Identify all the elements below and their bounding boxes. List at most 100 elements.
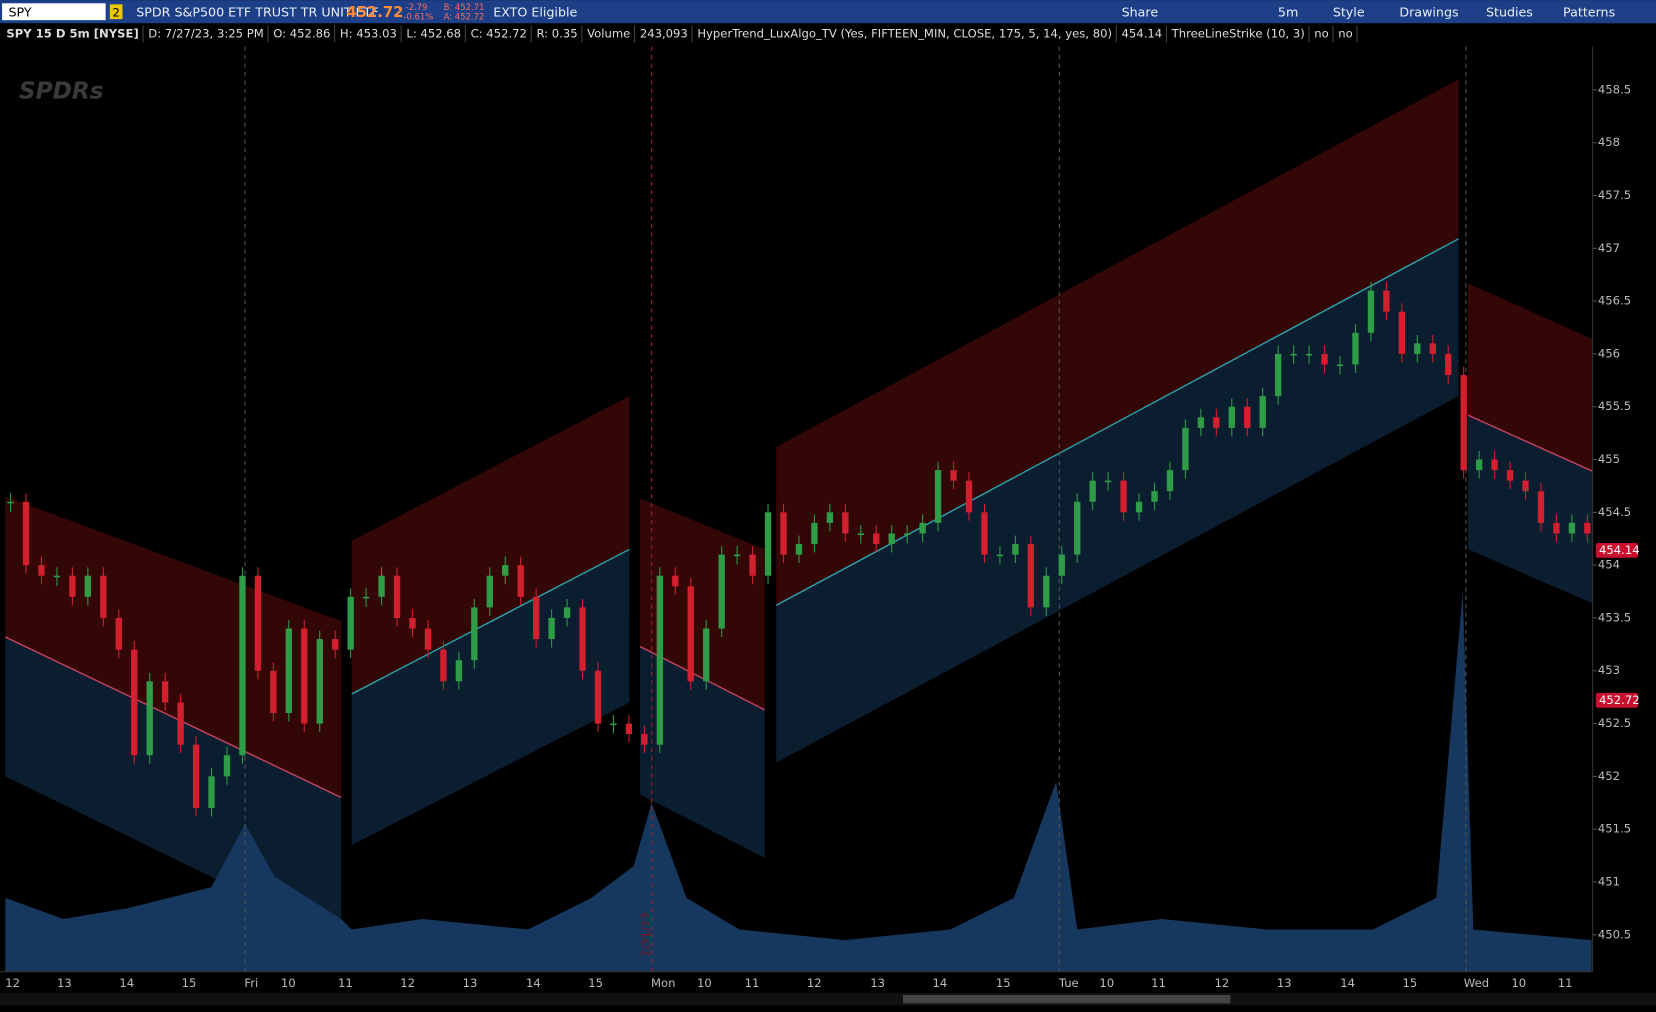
y-tick-label: 454 [1598,558,1620,572]
info-high: H: 453.03 [340,26,397,40]
candle [1568,522,1576,534]
candle [115,617,122,650]
x-tick-label: 14 [119,976,134,990]
candle [1182,427,1189,471]
candle [919,522,926,534]
x-tick-label: Tue [1058,976,1079,990]
candle [687,586,694,682]
candle [934,470,942,523]
candle [301,628,308,724]
y-tick-label: 458.5 [1598,82,1631,96]
candle [393,575,401,618]
price-tag [1595,692,1639,708]
y-tick-label: 457.5 [1598,188,1631,202]
y-tick-label: 456 [1598,346,1620,360]
x-tick-label: Fri [244,976,258,990]
candle [1414,343,1421,354]
candle [1043,575,1050,608]
candle [718,554,725,629]
toolbar-button[interactable]: Style [1333,4,1365,19]
candle [362,596,370,599]
x-tick-label: 14 [1340,976,1355,990]
x-tick-label: 15 [588,976,603,990]
candle [795,544,803,555]
candle [1027,544,1035,608]
y-tick-label: 453.5 [1598,610,1631,624]
candle [1166,470,1174,492]
candle [1367,290,1375,333]
x-tick-label: 15 [996,976,1011,990]
info-range: R: 0.35 [536,26,577,40]
candle [625,723,633,735]
price-tag-label: 454.14 [1599,543,1640,557]
y-tick-label: 452 [1598,769,1620,783]
candle [733,554,741,557]
toolbar-button[interactable]: 5m [1278,4,1298,19]
candle [254,575,262,671]
y-tick-label: 457 [1598,241,1620,255]
x-tick-label: 15 [1403,976,1418,990]
candle [1244,406,1251,428]
candle [1336,364,1344,367]
info-study2: ThreeLineStrike (10, 3) [1171,26,1305,40]
x-tick-label: 11 [338,976,353,990]
candle [548,617,555,640]
candle [84,575,92,597]
candle [594,670,602,724]
toolbar-button[interactable]: Drawings [1399,4,1458,19]
x-tick-label: 11 [745,976,760,990]
last-price: 452.72 [346,4,403,21]
price-tag [1595,542,1639,558]
candle [1445,353,1452,376]
candle [996,554,1004,557]
x-tick-label: 11 [1558,976,1573,990]
y-tick-label: 451 [1598,874,1620,888]
description: SPDR S&P500 ETF TRUST TR UNIT ETF [136,4,378,19]
x-tick-label: 13 [463,976,478,990]
toolbar-buttons: Share 5m Style Drawings Studies Patterns [1122,4,1616,19]
x-tick-label: 15 [182,976,197,990]
price-tag-label: 452.72 [1599,693,1640,707]
candle [641,734,648,745]
candle [424,628,432,650]
scroll-thumb[interactable] [902,994,1231,1004]
candle [131,649,138,756]
toolbar-button[interactable]: Studies [1486,4,1533,19]
candle [1522,480,1529,492]
candle [610,723,617,726]
y-tick-label: 451.5 [1598,822,1631,836]
x-tick-label: Wed [1464,976,1489,990]
candle [857,533,864,536]
candle [981,512,988,555]
candle [1120,480,1127,513]
change-pct: -0.61% [403,12,433,22]
info-items: SPY 15 D 5m [NYSE] D: 7/27/23, 3:25 PM O: … [6,25,1358,43]
candle [1383,290,1390,312]
candle [579,607,586,671]
symbol-box[interactable] [2,3,106,21]
candle [656,575,663,745]
candle [826,512,834,523]
x-tick-label: 14 [933,976,948,990]
candle [517,565,524,597]
candle [455,660,463,682]
info-open: O: 452.86 [273,26,330,40]
badge: 2 [112,5,119,19]
candle [1089,480,1096,502]
candle [1584,522,1591,534]
scrollbar[interactable] [0,992,1656,1006]
toolbar-button[interactable]: Share [1122,4,1159,19]
change: -2.79 [406,2,428,12]
candle [1213,417,1220,428]
y-tick-label: 456.5 [1598,294,1631,308]
candle [842,512,849,534]
y-tick-label: 455 [1598,452,1620,466]
candle [1553,522,1560,534]
candle [1290,353,1297,356]
logo: SPDRs [19,78,104,105]
ask: A: 452.72 [444,12,485,22]
candle [1475,459,1483,471]
toolbar-button[interactable]: Patterns [1563,4,1615,19]
candle [1074,501,1081,555]
candle [347,596,354,650]
